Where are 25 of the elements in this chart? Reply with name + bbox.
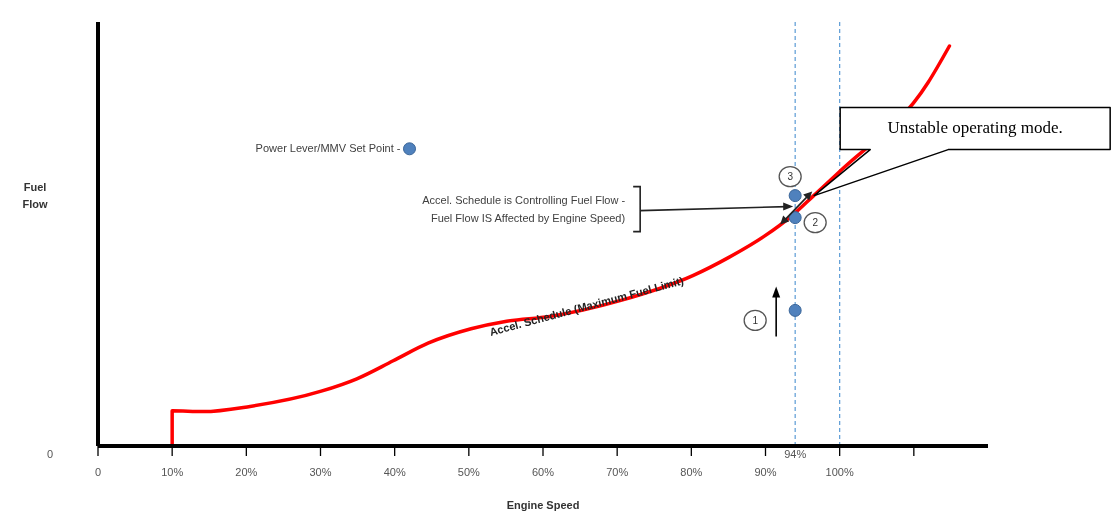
- x-tick-label: 20%: [235, 465, 258, 478]
- annotation: 2: [812, 217, 819, 229]
- ref-line-label: 94%: [784, 447, 807, 460]
- point: [788, 211, 802, 225]
- x-tick-label: 0: [94, 465, 102, 478]
- x-tick-label: 90%: [754, 465, 777, 478]
- point: [403, 142, 416, 156]
- annotation: Power Lever/MMV Set Point -: [255, 141, 401, 154]
- x-tick-label: 60%: [531, 465, 555, 478]
- annotation: 1: [752, 314, 759, 326]
- x-tick-label: 100%: [825, 465, 854, 478]
- x-tick-label: 50%: [457, 465, 481, 478]
- point: [788, 189, 802, 203]
- x-tick-label: 10%: [161, 465, 184, 478]
- x-tick-label: 40%: [383, 465, 406, 478]
- annotation: Accel. Schedule is Controlling Fuel Flow - Fuel Flow IS Affected by Engine Speed): [422, 193, 626, 224]
- point: [788, 303, 802, 317]
- annotation: 3: [787, 171, 794, 183]
- x-tick-label: 30%: [309, 465, 332, 478]
- x-tick-label: 80%: [680, 465, 703, 478]
- y-axis-title: Fuel Flow: [22, 181, 48, 210]
- annotation: Unstable operating mode.: [887, 117, 1063, 137]
- text: 0: [46, 448, 54, 460]
- x-tick-label: 70%: [606, 465, 629, 478]
- x-axis-title: Engine Speed: [506, 499, 580, 511]
